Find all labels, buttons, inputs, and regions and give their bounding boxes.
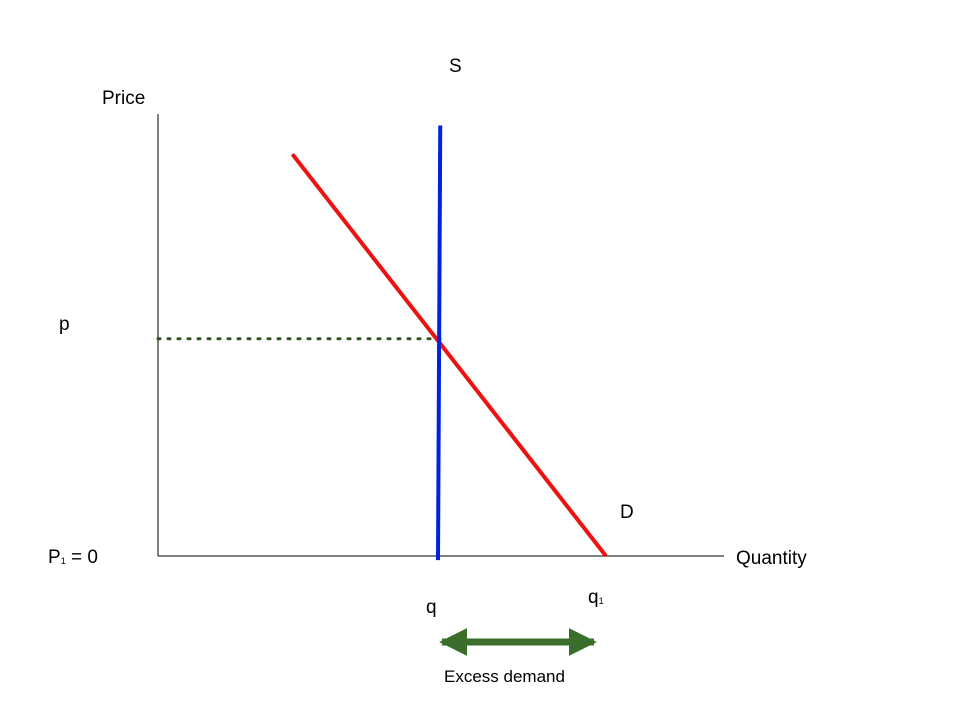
price-p1-main: P xyxy=(48,547,61,568)
price-p1-label: P1 = 0 xyxy=(48,547,98,568)
quantity-q-label: q xyxy=(426,597,437,618)
y-axis-label: Price xyxy=(102,88,145,109)
x-axis-label: Quantity xyxy=(736,548,807,569)
excess-demand-label: Excess demand xyxy=(444,667,565,686)
quantity-q1-subscript: 1 xyxy=(599,596,604,606)
price-p-label: p xyxy=(59,314,70,335)
demand-label: D xyxy=(620,502,634,523)
supply-curve xyxy=(436,125,443,561)
supply-label: S xyxy=(449,56,462,77)
quantity-q1-label: q1 xyxy=(588,587,604,608)
price-p1-rest: = 0 xyxy=(66,547,98,568)
demand-curve xyxy=(290,152,608,558)
quantity-q1-main: q xyxy=(588,587,599,608)
price-p1-subscript: 1 xyxy=(61,556,66,566)
